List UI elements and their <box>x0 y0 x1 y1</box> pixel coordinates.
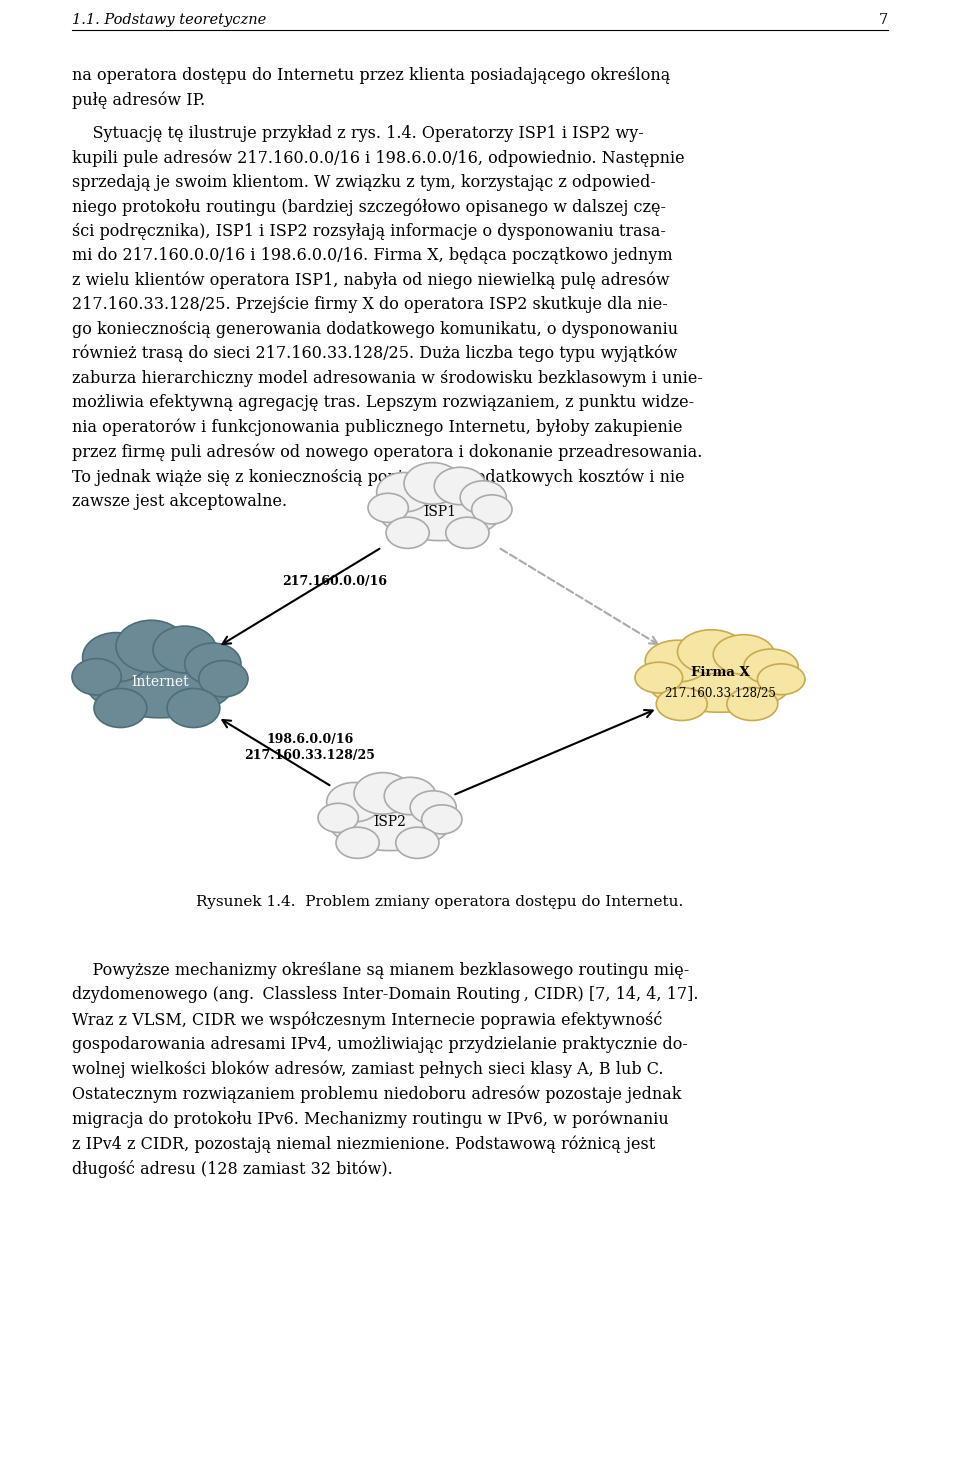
Ellipse shape <box>635 662 683 694</box>
Ellipse shape <box>94 689 147 728</box>
Text: ISP2: ISP2 <box>373 815 406 828</box>
Text: Internet: Internet <box>132 674 189 689</box>
Ellipse shape <box>354 772 412 814</box>
Ellipse shape <box>410 791 456 824</box>
Ellipse shape <box>645 640 709 682</box>
Text: Sytuację tę ilustruje przykład z rys. 1.4. Operatorzy ISP1 i ISP2 wy-
kupili pul: Sytuację tę ilustruje przykład z rys. 1.… <box>72 124 703 510</box>
Ellipse shape <box>713 634 775 674</box>
Ellipse shape <box>648 652 792 713</box>
Ellipse shape <box>368 494 408 522</box>
Text: na operatora dostępu do Internetu przez klienta posiadającego określoną
pułę adr: na operatora dostępu do Internetu przez … <box>72 67 670 108</box>
Ellipse shape <box>184 643 241 685</box>
Text: Firma X: Firma X <box>690 665 750 679</box>
Ellipse shape <box>116 621 186 673</box>
Text: ISP1: ISP1 <box>423 505 457 519</box>
Text: 198.6.0.0/16
217.160.33.128/25: 198.6.0.0/16 217.160.33.128/25 <box>245 732 375 762</box>
Ellipse shape <box>167 689 220 728</box>
Text: 217.160.0.0/16: 217.160.0.0/16 <box>282 575 388 588</box>
Ellipse shape <box>727 688 778 720</box>
Ellipse shape <box>199 661 248 697</box>
Text: 217.160.33.128/25: 217.160.33.128/25 <box>664 688 776 701</box>
Ellipse shape <box>386 517 429 548</box>
Ellipse shape <box>326 782 381 823</box>
Ellipse shape <box>657 688 708 720</box>
Text: Rysunek 1.4.  Problem zmiany operatora dostępu do Internetu.: Rysunek 1.4. Problem zmiany operatora do… <box>197 895 684 908</box>
Ellipse shape <box>318 803 358 833</box>
Ellipse shape <box>85 646 235 717</box>
Ellipse shape <box>744 649 798 685</box>
Ellipse shape <box>445 517 489 548</box>
Ellipse shape <box>376 473 431 511</box>
Ellipse shape <box>404 462 462 504</box>
Ellipse shape <box>757 664 805 695</box>
Ellipse shape <box>460 480 506 514</box>
Ellipse shape <box>384 777 436 815</box>
Text: 1.1. Podstawy teoretyczne: 1.1. Podstawy teoretyczne <box>72 13 266 27</box>
Ellipse shape <box>379 483 501 541</box>
Text: 7: 7 <box>878 13 888 27</box>
Ellipse shape <box>434 467 486 505</box>
Ellipse shape <box>678 630 746 674</box>
Ellipse shape <box>471 495 512 525</box>
Ellipse shape <box>336 827 379 858</box>
Ellipse shape <box>328 793 451 851</box>
Ellipse shape <box>72 658 121 695</box>
Ellipse shape <box>83 633 150 682</box>
Ellipse shape <box>421 805 462 834</box>
Ellipse shape <box>153 625 216 673</box>
Ellipse shape <box>396 827 439 858</box>
Text: Powyższe mechanizmy określane są mianem bezklasowego routingu mię-
dzydomenowego: Powyższe mechanizmy określane są mianem … <box>72 962 699 1178</box>
